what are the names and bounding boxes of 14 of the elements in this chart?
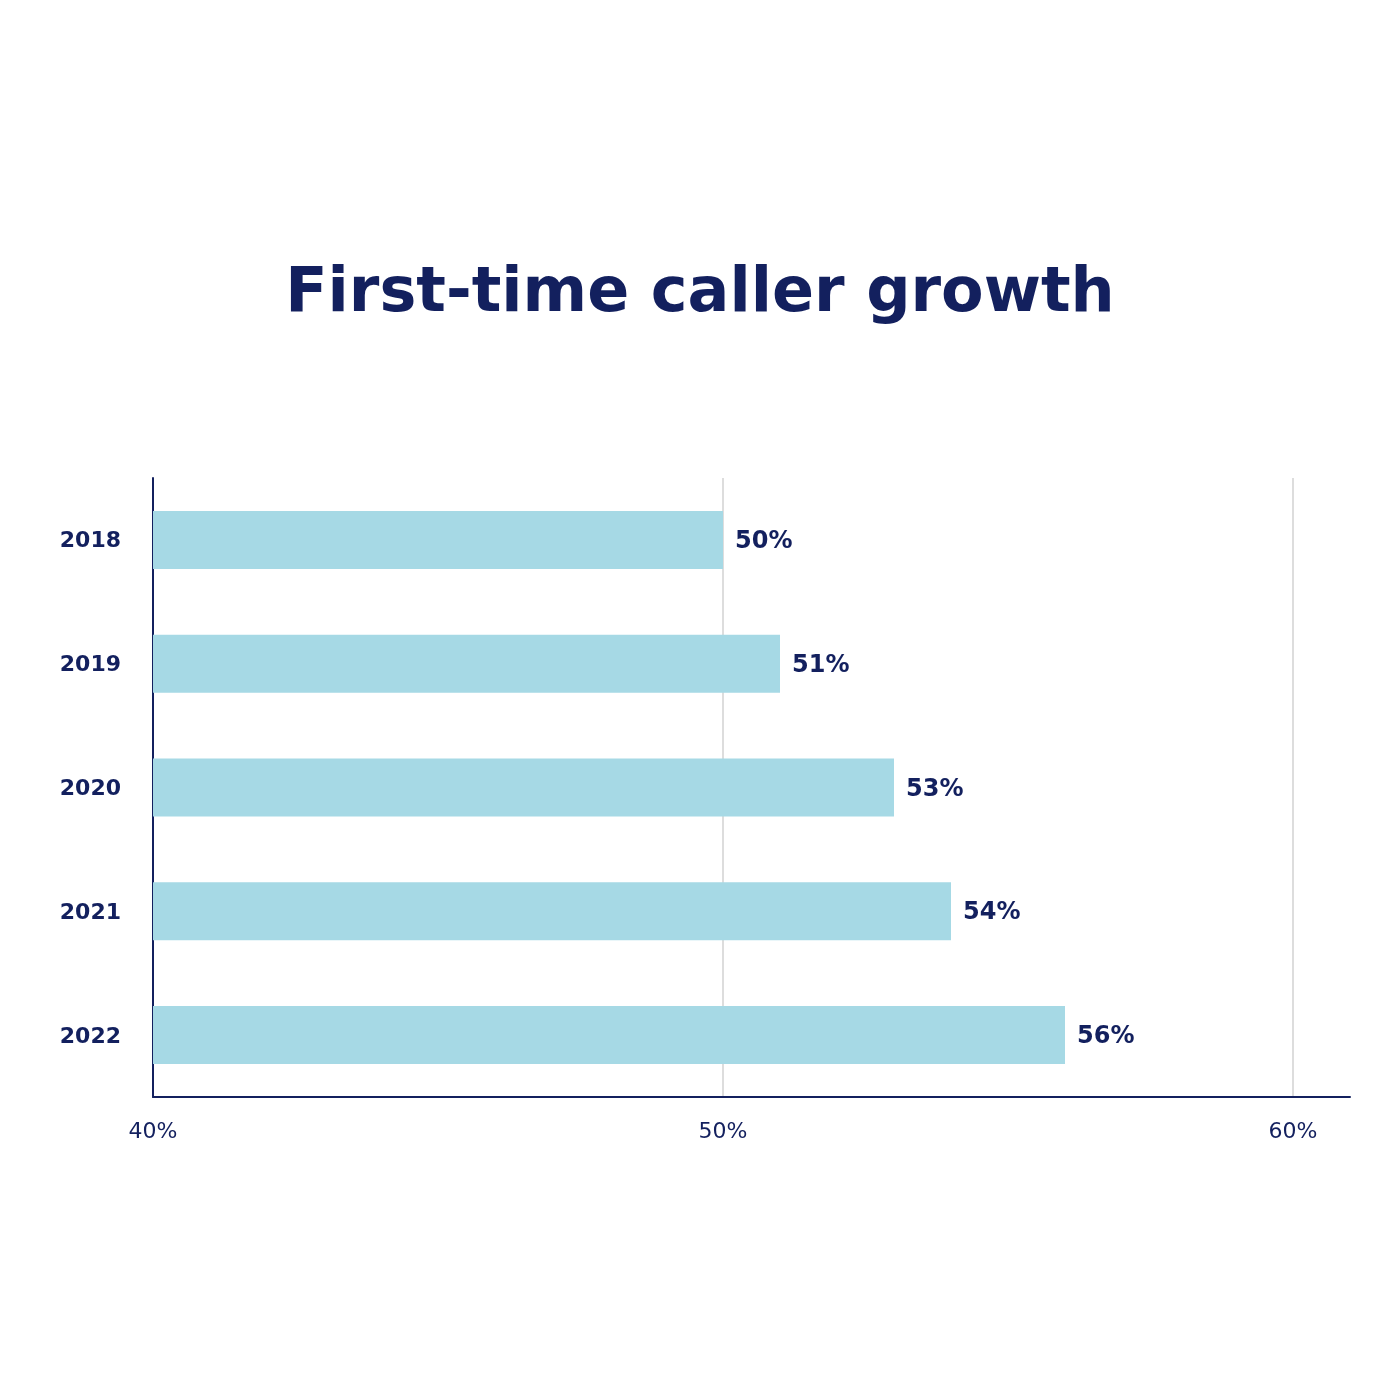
data-label: 54% bbox=[963, 897, 1021, 926]
y-tick-label: 2019 bbox=[59, 651, 121, 677]
data-label: 53% bbox=[906, 773, 964, 802]
data-label: 51% bbox=[792, 649, 850, 678]
y-tick-label: 2020 bbox=[59, 775, 121, 800]
y-tick-label: 2022 bbox=[59, 1022, 121, 1048]
x-tick-label: 60% bbox=[1268, 1117, 1318, 1143]
x-tick-label: 50% bbox=[698, 1117, 748, 1143]
chart-title: First-time caller growth bbox=[285, 252, 1115, 326]
data-label: 56% bbox=[1077, 1021, 1135, 1050]
y-tick-label: 2021 bbox=[59, 898, 121, 924]
y-tick-label: 2018 bbox=[59, 527, 121, 553]
x-tick-label: 40% bbox=[128, 1117, 178, 1143]
data-label: 50% bbox=[735, 525, 793, 554]
